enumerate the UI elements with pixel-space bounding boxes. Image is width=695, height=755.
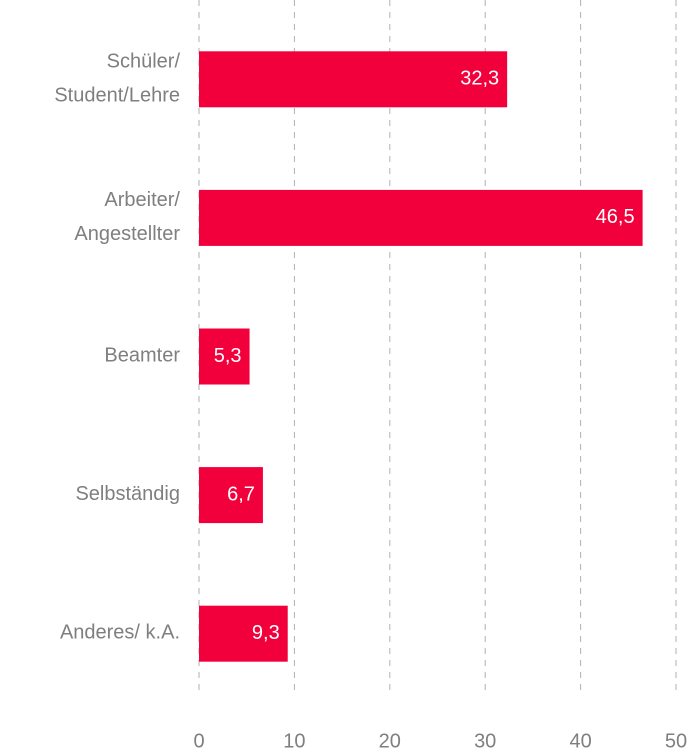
bar: [199, 605, 288, 662]
bar: [199, 328, 250, 385]
value-label: 6,7: [227, 483, 255, 505]
bar: [199, 467, 263, 524]
value-label: 32,3: [460, 68, 499, 90]
x-tick-label: 10: [283, 730, 305, 752]
value-label: 5,3: [214, 345, 242, 367]
bar: [199, 189, 643, 246]
category-label-line: Angestellter: [74, 223, 180, 245]
x-tick-label: 0: [193, 730, 204, 752]
value-label: 9,3: [252, 622, 280, 644]
category-label: Anderes/ k.A.: [60, 622, 180, 644]
category-label: Schüler/Student/Lehre: [54, 51, 180, 107]
x-tick-label: 30: [474, 730, 496, 752]
bar: [199, 51, 508, 108]
category-label-line: Anderes/ k.A.: [60, 622, 180, 644]
category-label: Selbständig: [75, 483, 180, 505]
x-tick-label: 50: [665, 730, 687, 752]
x-tick-label: 40: [569, 730, 591, 752]
category-label-line: Arbeiter/: [104, 189, 180, 211]
category-label-line: Selbständig: [75, 483, 180, 505]
value-label: 46,5: [596, 206, 635, 228]
x-tick-label: 20: [379, 730, 401, 752]
category-label: Beamter: [104, 345, 180, 367]
category-label-line: Schüler/: [107, 51, 181, 73]
category-label: Arbeiter/Angestellter: [74, 189, 180, 245]
category-label-line: Beamter: [104, 345, 180, 367]
category-label-line: Student/Lehre: [54, 85, 180, 107]
